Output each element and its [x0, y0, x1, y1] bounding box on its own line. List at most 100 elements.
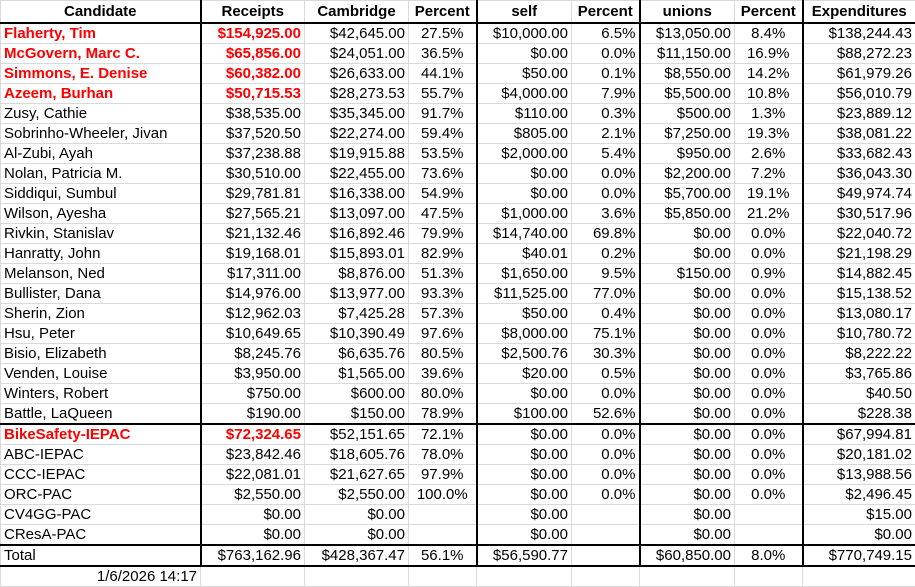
- self-percent-cell[interactable]: 69.8%: [571, 223, 641, 244]
- expenditures-cell[interactable]: $13,080.17: [802, 303, 915, 324]
- expenditures-cell[interactable]: $88,272.23: [802, 43, 915, 64]
- cambridge-percent-cell[interactable]: 53.5%: [408, 143, 478, 164]
- cambridge-percent-cell[interactable]: 97.6%: [408, 323, 478, 344]
- receipts-cell[interactable]: $19,168.01: [200, 243, 305, 264]
- header-unions[interactable]: unions: [639, 0, 735, 24]
- empty-cell[interactable]: [408, 565, 477, 587]
- receipts-cell[interactable]: $17,311.00: [200, 263, 305, 284]
- receipts-cell[interactable]: $154,925.00: [200, 22, 305, 44]
- cambridge-cell[interactable]: $8,876.00: [304, 263, 409, 284]
- empty-cell[interactable]: [571, 565, 640, 587]
- cambridge-percent-cell[interactable]: 100.0%: [408, 484, 478, 505]
- expenditures-cell[interactable]: $36,043.30: [802, 163, 915, 184]
- self-percent-cell[interactable]: 52.6%: [571, 403, 641, 425]
- cambridge-percent-cell[interactable]: 47.5%: [408, 203, 478, 224]
- self-percent-cell[interactable]: 5.4%: [571, 143, 641, 164]
- self-percent-cell[interactable]: 0.5%: [571, 363, 641, 384]
- self-cell[interactable]: $10,000.00: [476, 22, 572, 44]
- receipts-cell[interactable]: $22,081.01: [200, 464, 305, 485]
- candidate-name[interactable]: Al-Zubi, Ayah: [0, 143, 202, 164]
- unions-cell[interactable]: $0.00: [639, 403, 735, 425]
- receipts-cell[interactable]: $37,520.50: [200, 123, 305, 144]
- candidate-name[interactable]: Sobrinho-Wheeler, Jivan: [0, 123, 202, 144]
- unions-cell[interactable]: $150.00: [639, 263, 735, 284]
- self-cell[interactable]: $0.00: [476, 163, 572, 184]
- self-percent-cell[interactable]: 77.0%: [571, 283, 641, 304]
- unions-cell[interactable]: $8,550.00: [639, 63, 735, 84]
- unions-percent-cell[interactable]: 19.1%: [734, 183, 804, 204]
- self-cell[interactable]: $50.00: [476, 63, 572, 84]
- cambridge-cell[interactable]: $22,455.00: [304, 163, 409, 184]
- cambridge-percent-cell[interactable]: 55.7%: [408, 83, 478, 104]
- self-percent-cell[interactable]: 0.4%: [571, 303, 641, 324]
- candidate-name[interactable]: Bullister, Dana: [0, 283, 202, 304]
- self-cell[interactable]: $0.00: [476, 423, 572, 445]
- expenditures-cell[interactable]: $20,181.02: [802, 444, 915, 465]
- cambridge-cell[interactable]: $26,633.00: [304, 63, 409, 84]
- expenditures-cell[interactable]: $15,138.52: [802, 283, 915, 304]
- self-percent-cell[interactable]: 0.0%: [571, 484, 641, 505]
- candidate-name[interactable]: Battle, LaQueen: [0, 403, 202, 425]
- receipts-cell[interactable]: $72,324.65: [200, 423, 305, 445]
- unions-cell[interactable]: $0.00: [639, 504, 735, 525]
- receipts-cell[interactable]: $3,950.00: [200, 363, 305, 384]
- unions-cell[interactable]: $5,850.00: [639, 203, 735, 224]
- receipts-cell[interactable]: $60,382.00: [200, 63, 305, 84]
- expenditures-cell[interactable]: $49,974.74: [802, 183, 915, 204]
- expenditures-cell[interactable]: $38,081.22: [802, 123, 915, 144]
- receipts-cell[interactable]: $12,962.03: [200, 303, 305, 324]
- receipts-cell[interactable]: $2,550.00: [200, 484, 305, 505]
- header-cambridge-percent[interactable]: Percent: [408, 0, 478, 24]
- candidate-name[interactable]: BikeSafety-IEPAC: [0, 423, 202, 445]
- expenditures-cell[interactable]: $13,988.56: [802, 464, 915, 485]
- self-cell[interactable]: $50.00: [476, 303, 572, 324]
- candidate-name[interactable]: Rivkin, Stanislav: [0, 223, 202, 244]
- cambridge-cell[interactable]: $35,345.00: [304, 103, 409, 124]
- self-percent-cell[interactable]: 0.0%: [571, 464, 641, 485]
- expenditures-cell[interactable]: $2,496.45: [802, 484, 915, 505]
- empty-cell[interactable]: [802, 565, 915, 587]
- cambridge-cell[interactable]: $42,645.00: [304, 22, 409, 44]
- cambridge-cell[interactable]: $52,151.65: [304, 423, 409, 445]
- receipts-cell[interactable]: $38,535.00: [200, 103, 305, 124]
- cambridge-percent-cell[interactable]: 27.5%: [408, 22, 478, 44]
- expenditures-cell[interactable]: $15.00: [802, 504, 915, 525]
- cambridge-cell[interactable]: $16,892.46: [304, 223, 409, 244]
- cambridge-percent-cell[interactable]: 78.0%: [408, 444, 478, 465]
- self-cell[interactable]: $110.00: [476, 103, 572, 124]
- cambridge-percent-cell[interactable]: 44.1%: [408, 63, 478, 84]
- empty-cell[interactable]: [304, 565, 409, 587]
- expenditures-cell[interactable]: $10,780.72: [802, 323, 915, 344]
- cambridge-percent-cell[interactable]: 59.4%: [408, 123, 478, 144]
- unions-percent-cell[interactable]: 16.9%: [734, 43, 804, 64]
- self-cell[interactable]: $0.00: [476, 524, 572, 546]
- candidate-name[interactable]: Siddiqui, Sumbul: [0, 183, 202, 204]
- cambridge-cell[interactable]: $16,338.00: [304, 183, 409, 204]
- unions-cell[interactable]: $950.00: [639, 143, 735, 164]
- unions-percent-cell[interactable]: 0.0%: [734, 243, 804, 264]
- unions-cell[interactable]: $0.00: [639, 303, 735, 324]
- unions-cell[interactable]: $11,150.00: [639, 43, 735, 64]
- unions-cell[interactable]: $0.00: [639, 283, 735, 304]
- cambridge-percent-cell[interactable]: 57.3%: [408, 303, 478, 324]
- unions-cell[interactable]: $60,850.00: [639, 544, 735, 567]
- receipts-cell[interactable]: $0.00: [200, 504, 305, 525]
- self-cell[interactable]: $20.00: [476, 363, 572, 384]
- unions-percent-cell[interactable]: 0.0%: [734, 383, 804, 404]
- cambridge-percent-cell[interactable]: 91.7%: [408, 103, 478, 124]
- unions-cell[interactable]: $0.00: [639, 484, 735, 505]
- timestamp[interactable]: 1/6/2026 14:17: [0, 565, 201, 587]
- unions-cell[interactable]: $5,500.00: [639, 83, 735, 104]
- cambridge-cell[interactable]: $7,425.28: [304, 303, 409, 324]
- cambridge-cell[interactable]: $28,273.53: [304, 83, 409, 104]
- cambridge-cell[interactable]: $13,977.00: [304, 283, 409, 304]
- self-cell[interactable]: $56,590.77: [476, 544, 572, 567]
- unions-percent-cell[interactable]: 2.6%: [734, 143, 804, 164]
- self-percent-cell[interactable]: 0.0%: [571, 163, 641, 184]
- self-percent-cell[interactable]: 0.3%: [571, 103, 641, 124]
- cambridge-cell[interactable]: $21,627.65: [304, 464, 409, 485]
- receipts-cell[interactable]: $27,565.21: [200, 203, 305, 224]
- unions-percent-cell[interactable]: [734, 504, 804, 525]
- unions-cell[interactable]: $0.00: [639, 343, 735, 364]
- unions-percent-cell[interactable]: 10.8%: [734, 83, 804, 104]
